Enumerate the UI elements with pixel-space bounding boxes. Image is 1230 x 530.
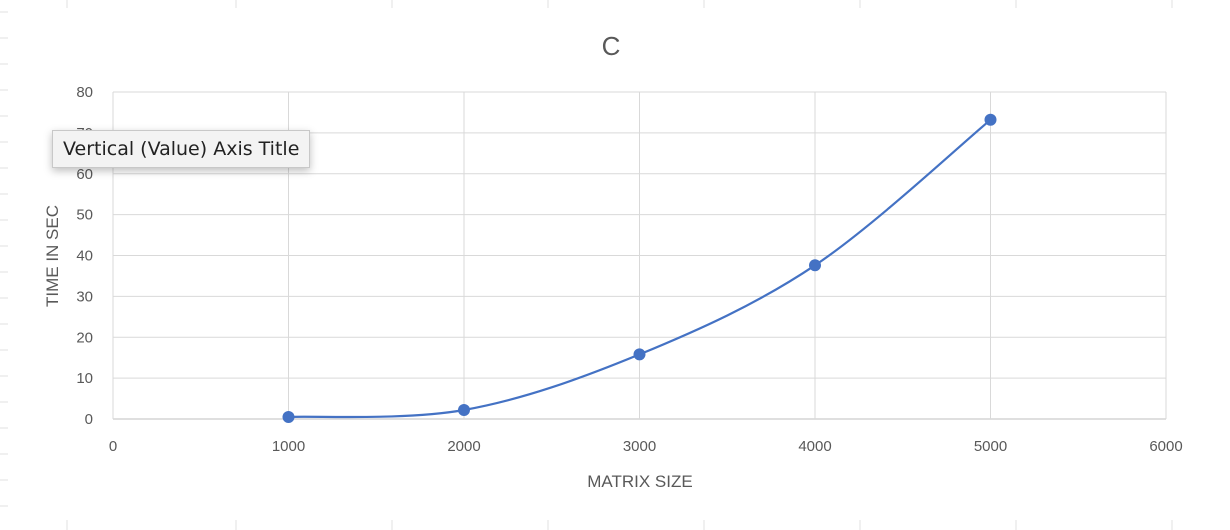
- x-tick-label: 1000: [272, 438, 305, 455]
- y-tick-label: 30: [76, 288, 93, 305]
- axis-title-tooltip: Vertical (Value) Axis Title: [52, 130, 311, 168]
- y-tick-label: 10: [76, 370, 93, 387]
- y-tick-label: 60: [76, 166, 93, 183]
- y-tick-label: 50: [76, 207, 93, 224]
- x-tick-label: 3000: [623, 438, 656, 455]
- gridlines: [112, 91, 1167, 420]
- y-tick-label: 40: [76, 248, 93, 265]
- chart-area[interactable]: [8, 8, 1230, 520]
- x-tick-label: 6000: [1149, 438, 1182, 455]
- y-tick-label: 0: [85, 411, 93, 428]
- chart-title[interactable]: C: [602, 31, 621, 61]
- x-axis-title[interactable]: MATRIX SIZE: [587, 472, 692, 491]
- y-tick-label: 80: [76, 84, 93, 101]
- data-point[interactable]: [458, 404, 470, 417]
- data-point[interactable]: [809, 259, 821, 272]
- data-point[interactable]: [984, 113, 997, 126]
- y-tick-label: 20: [76, 329, 93, 346]
- y-axis-title[interactable]: TIME IN SEC: [43, 205, 62, 307]
- tooltip-text: Vertical (Value) Axis Title: [63, 138, 300, 160]
- tick-labels: 0102030405060708001000200030004000500060…: [76, 84, 1182, 455]
- x-tick-label: 4000: [798, 438, 831, 455]
- x-tick-label: 0: [109, 438, 117, 455]
- x-tick-label: 5000: [974, 438, 1007, 455]
- data-point[interactable]: [633, 348, 646, 361]
- series[interactable]: [282, 113, 997, 423]
- x-tick-label: 2000: [447, 438, 480, 455]
- data-point[interactable]: [282, 410, 295, 423]
- series-line[interactable]: [288, 118, 992, 419]
